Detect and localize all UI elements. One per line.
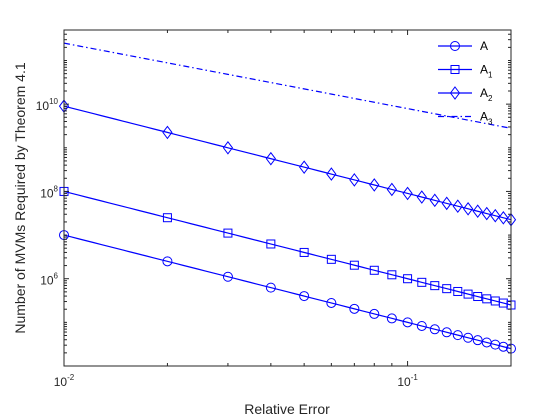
series-2-point: [453, 286, 463, 296]
series-1-point: [441, 327, 452, 338]
series-3-point: [498, 210, 509, 225]
y-tick-label: 108: [40, 184, 58, 200]
series-1-point: [452, 330, 463, 341]
series-2-point: [369, 265, 379, 275]
series-1-point: [265, 282, 276, 293]
y-tick-label: 1010: [36, 97, 59, 113]
series-4: [63, 42, 512, 129]
series-3-point: [429, 193, 440, 208]
x-tick-label: 10-1: [397, 373, 418, 389]
series-3-point: [441, 196, 452, 211]
series-3-point: [162, 125, 173, 140]
legend-marker: [450, 65, 460, 74]
series-1-point: [402, 317, 413, 328]
legend-marker: [449, 86, 461, 100]
series-2-point: [299, 247, 309, 257]
series-3-point: [452, 199, 463, 214]
series-3-point: [326, 167, 337, 181]
series-2: [59, 186, 516, 310]
x-axis-label: Relative Error: [244, 401, 330, 417]
series-2-point: [473, 292, 483, 302]
series-2-line: [63, 190, 512, 306]
plot-background: [64, 30, 511, 366]
series-2-point: [387, 270, 397, 280]
series-2-point: [403, 274, 413, 284]
series-3-point: [416, 190, 427, 204]
series-3-point: [490, 208, 501, 223]
series-3-point: [265, 151, 276, 166]
series-2-point: [162, 213, 172, 223]
series-3-point: [222, 140, 234, 155]
series-1-point: [369, 308, 380, 319]
series-2-point: [442, 284, 452, 294]
series-2-point: [223, 228, 233, 238]
legend-item-1: A: [438, 39, 488, 53]
legend-marker: [450, 41, 460, 51]
series-1-point: [326, 297, 337, 308]
series-1-point: [490, 339, 501, 350]
series-1-point: [429, 324, 440, 335]
series-3-point: [462, 201, 474, 216]
series-2-point: [349, 260, 359, 270]
series-1-point: [472, 335, 483, 346]
series-1-point: [463, 332, 474, 343]
series-3-point: [369, 178, 380, 192]
series-3-point: [472, 204, 483, 219]
series-3-point: [299, 160, 310, 174]
series-2-point: [266, 239, 276, 249]
series-1-point: [299, 291, 310, 302]
series-1-point: [222, 271, 233, 282]
series-3-point: [481, 206, 492, 221]
y-axis-label: Number of MVMs Required by Theorem 4.1: [12, 62, 28, 334]
series-3-point: [349, 173, 360, 187]
series-2-point: [417, 277, 427, 287]
series-2-point: [326, 254, 336, 264]
series-3: [58, 99, 517, 227]
x-tick-label: 10-2: [54, 373, 75, 389]
series-1: [59, 230, 516, 354]
legend-label: A: [480, 39, 488, 53]
series-1-point: [416, 320, 427, 331]
series-2-point: [430, 281, 440, 291]
series-1-point: [162, 256, 173, 267]
series-3-point: [402, 186, 413, 201]
series-4-line: [63, 42, 512, 129]
series-3-line: [63, 105, 512, 221]
y-tick-label: 106: [40, 272, 58, 288]
series-1-point: [386, 313, 397, 324]
series-2-point: [463, 289, 473, 299]
series-3-point: [386, 182, 397, 197]
series-1-point: [498, 341, 509, 352]
series-1-point: [349, 303, 360, 314]
series-2-point: [482, 294, 492, 304]
series-layer: [58, 42, 517, 354]
series-1-line: [63, 234, 512, 350]
